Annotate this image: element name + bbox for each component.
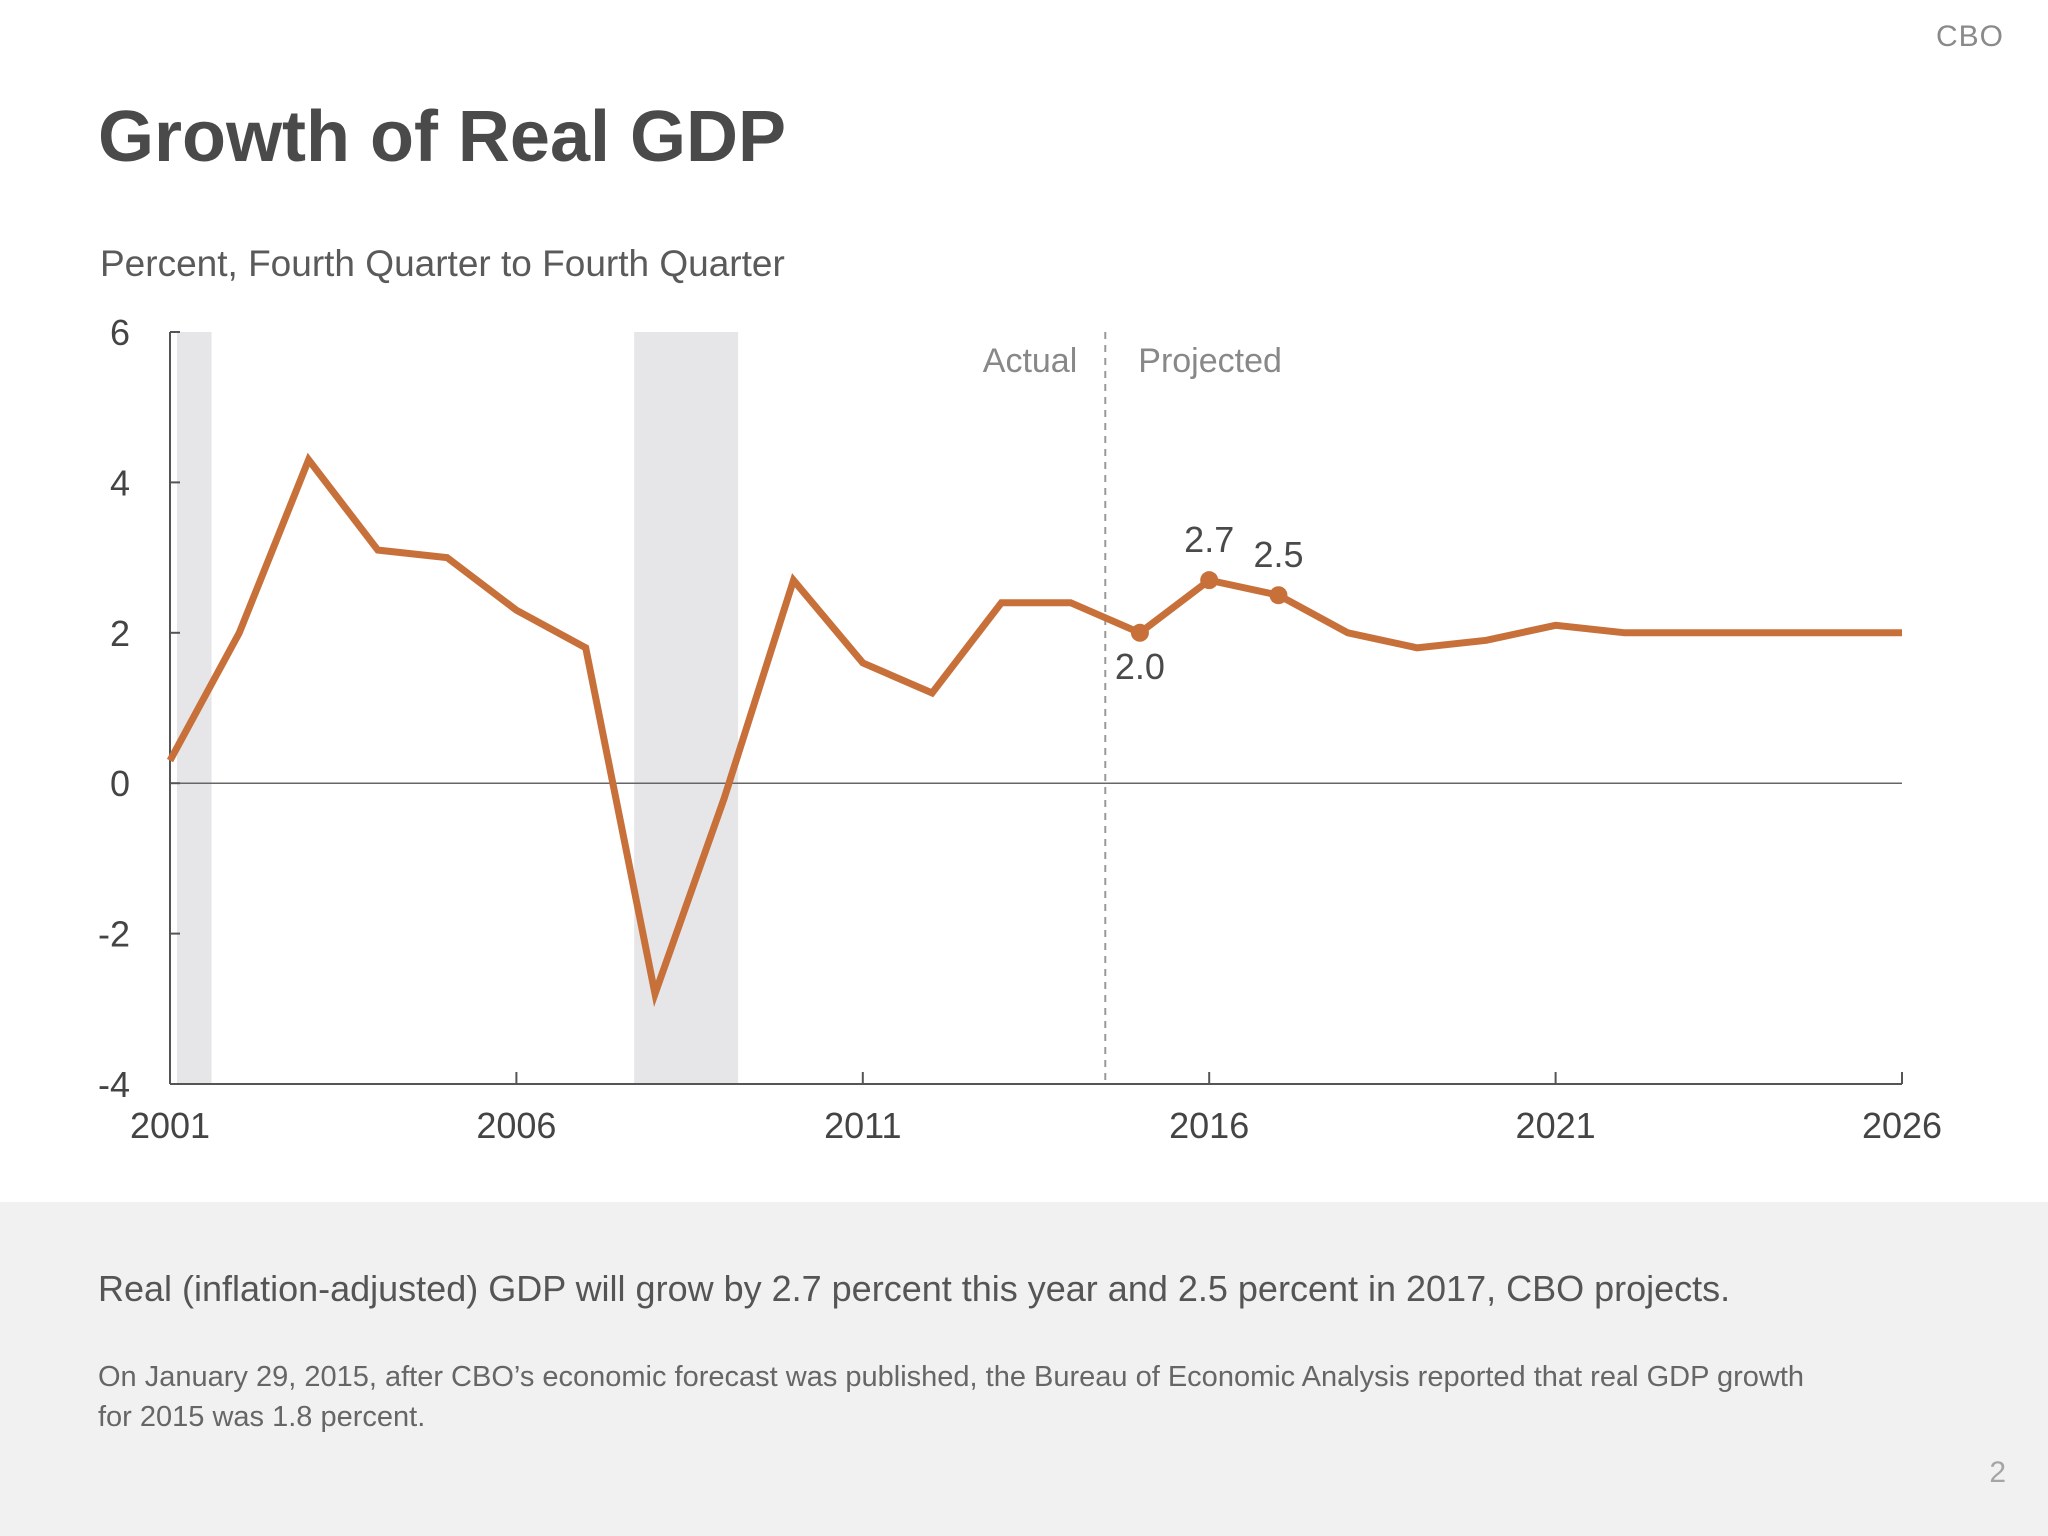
annotation-label: 2.5 — [1253, 534, 1303, 575]
y-tick-label: 0 — [110, 763, 130, 804]
x-tick-label: 2011 — [824, 1105, 901, 1146]
org-label: CBO — [1935, 20, 2004, 53]
page-number: 2 — [1989, 1456, 2006, 1489]
footer-note-text: On January 29, 2015, after CBO’s economi… — [98, 1361, 1805, 1433]
actual-label: Actual — [983, 342, 1078, 380]
y-tick-label: -2 — [98, 914, 130, 955]
value-annotations: 2.0 2.7 2.5 — [1115, 519, 1304, 687]
footer-lead-text: Real (inflation-adjusted) GDP will grow … — [98, 1268, 1731, 1309]
chart-axes: -4 -2 0 2 4 6 2001 2006 2011 2016 2021 2026 — [98, 312, 1942, 1146]
y-tick-label: 4 — [110, 462, 130, 503]
chart-subtitle: Percent, Fourth Quarter to Fourth Quarte… — [100, 243, 785, 284]
annotation-label: 2.0 — [1115, 646, 1165, 687]
y-tick-label: 2 — [110, 613, 130, 654]
y-tick-label: -4 — [98, 1064, 130, 1105]
series-line-0 — [166, 452, 1902, 1007]
page-title: Growth of Real GDP — [98, 97, 787, 177]
footer-panel: Real (inflation-adjusted) GDP will grow … — [0, 1202, 2048, 1536]
x-tick-label: 2001 — [130, 1105, 210, 1146]
annotation-marker — [1269, 586, 1288, 605]
gdp-series — [166, 452, 1903, 1007]
x-tick-label: 2026 — [1862, 1105, 1942, 1146]
gdp-growth-chart: -4 -2 0 2 4 6 2001 2006 2011 2016 2021 2026 Actual P… — [98, 312, 1942, 1146]
actual-projected-divider: Actual Projected — [983, 332, 1282, 1084]
x-tick-label: 2006 — [476, 1105, 556, 1146]
recession-band-0 — [176, 332, 212, 1084]
annotation-label: 2.7 — [1184, 519, 1234, 560]
annotation-marker — [1130, 623, 1149, 642]
x-tick-label: 2016 — [1169, 1105, 1249, 1146]
x-tick-label: 2021 — [1516, 1105, 1596, 1146]
y-tick-label: 6 — [110, 312, 130, 353]
annotation-marker — [1200, 571, 1219, 590]
projected-label: Projected — [1138, 342, 1282, 380]
